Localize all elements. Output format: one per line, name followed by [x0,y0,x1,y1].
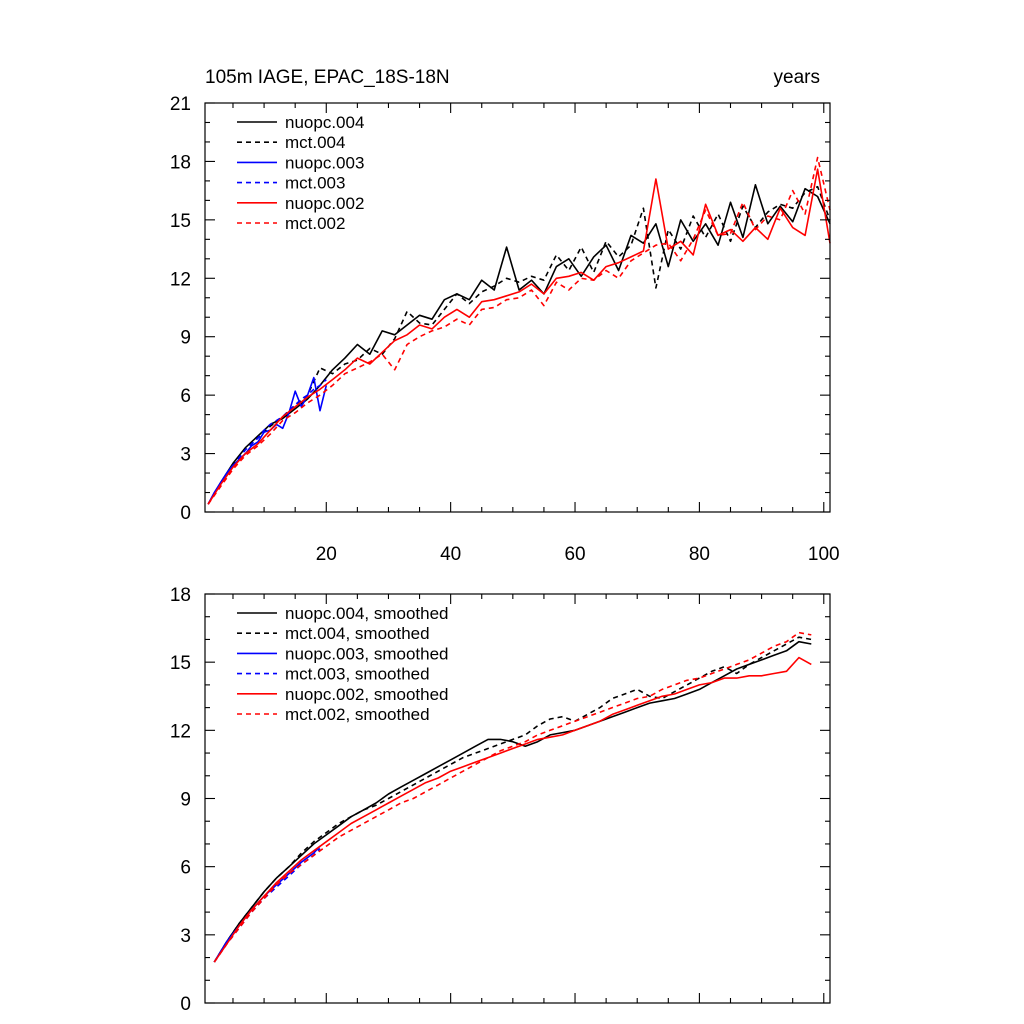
y-tick-label: 6 [180,858,191,879]
top-panel: 105m IAGE, EPAC_18S-18N years 0 3 6 9 12 15 18… [170,67,840,565]
y-tick-label: 12 [170,269,191,290]
plot-frame [204,102,831,513]
legend-label: nuopc.002, smoothed [285,685,449,704]
series-line-1 [207,185,831,505]
legend-label: nuopc.003 [285,153,364,172]
chart-title: 105m IAGE, EPAC_18S-18N [205,67,450,88]
series-line-4 [213,656,812,963]
series-group [207,156,831,505]
x-tick-label: 80 [689,544,710,565]
legend-label: mct.004, smoothed [285,624,430,643]
y-tick-label: 12 [170,721,191,742]
legend-label: nuopc.004 [285,113,364,132]
legend-label: nuopc.004, smoothed [285,604,449,623]
ticks-group: 0 3 6 9 12 15 18 21 20 40 60 80 100 [170,94,840,565]
y-tick-label: 3 [180,926,191,947]
legend-label: mct.002 [285,214,345,233]
plot-frame [204,593,831,1004]
x-tick-label: 40 [440,544,461,565]
series-line-2 [213,845,321,963]
x-tick-label: 60 [564,544,585,565]
y-tick-label: 0 [180,503,191,524]
y-tick-label: 18 [170,585,191,606]
series-line-1 [213,636,812,963]
y-tick-label: 9 [180,790,191,811]
series-group [213,631,812,963]
series-line-5 [207,156,831,505]
y-tick-label: 6 [180,386,191,407]
y-tick-label: 15 [170,211,191,232]
units-label: years [774,67,820,88]
y-tick-label: 0 [180,994,191,1015]
series-line-3 [213,847,321,963]
legend-label: mct.002, smoothed [285,705,430,724]
x-tick-label: 20 [316,544,337,565]
series-line-5 [213,631,812,963]
y-tick-label: 18 [170,152,191,173]
legend-label: mct.004 [285,133,345,152]
y-tick-label: 9 [180,328,191,349]
y-tick-label: 21 [170,94,191,115]
x-tick-label: 100 [808,544,840,565]
legend-label: nuopc.003, smoothed [285,644,449,663]
legend-label: nuopc.002 [285,194,364,213]
legend-label: mct.003, smoothed [285,665,430,684]
series-line-4 [207,168,831,505]
y-tick-label: 3 [180,445,191,466]
legend-label: mct.003 [285,174,345,193]
ticks-group: 0 3 6 9 12 15 18 [170,585,830,1015]
y-tick-label: 15 [170,653,191,674]
